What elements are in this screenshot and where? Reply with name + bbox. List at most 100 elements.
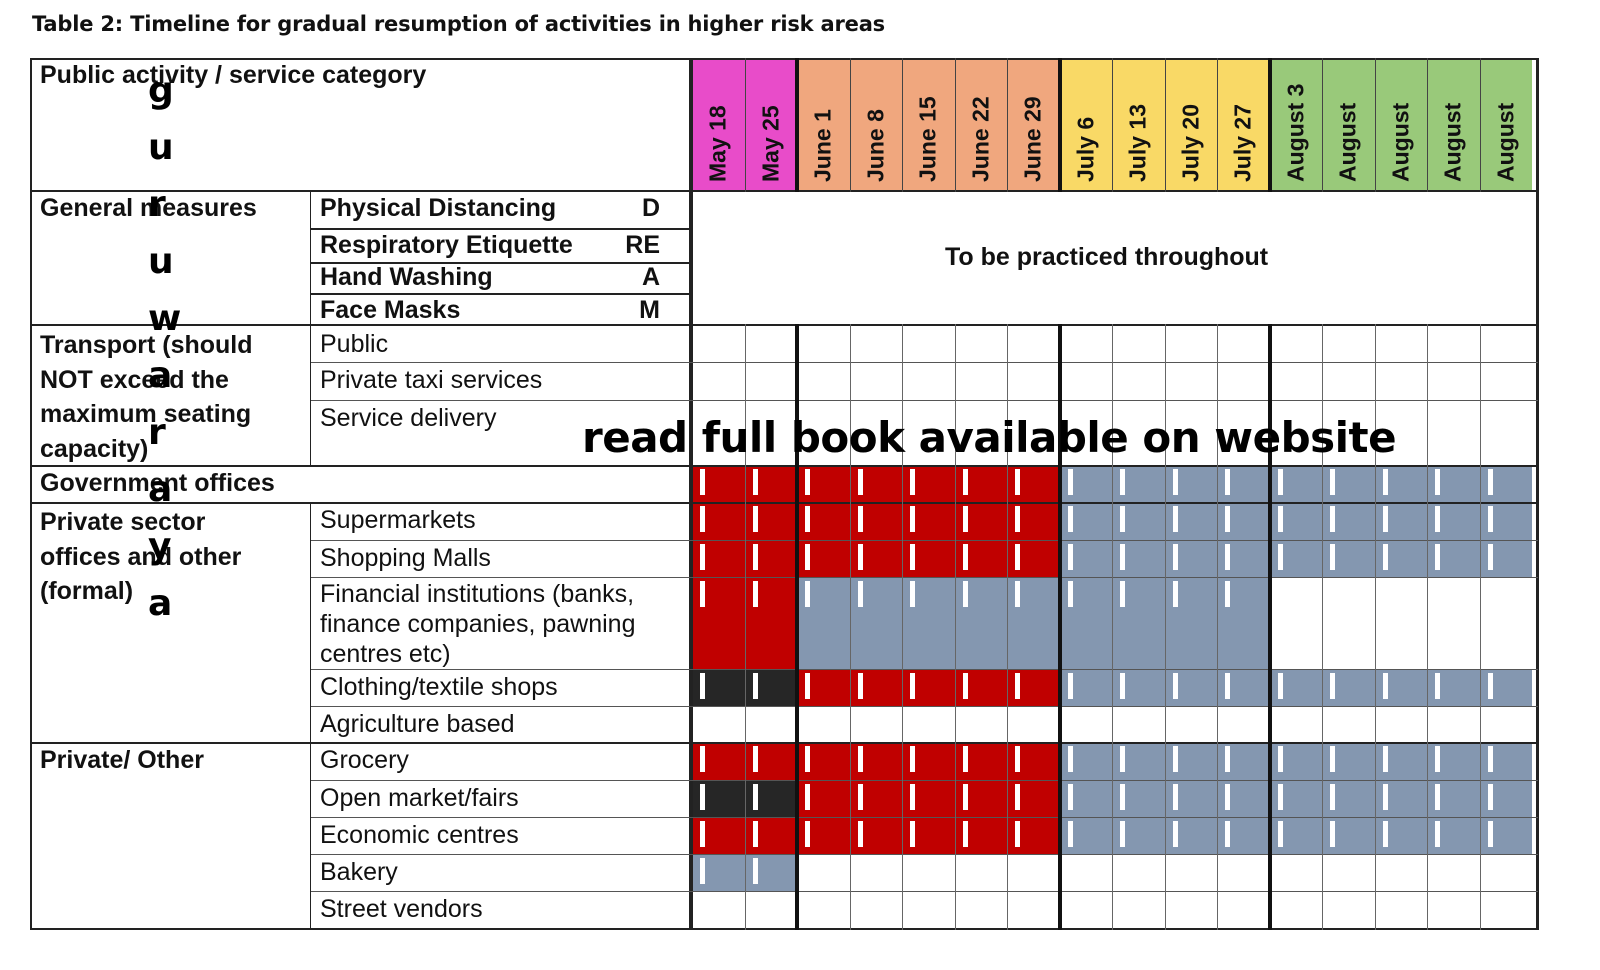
- row-label: Grocery: [320, 746, 409, 774]
- schedule-cell: [1112, 742, 1165, 780]
- header-column-divider: [849, 58, 851, 192]
- schedule-cell: [692, 817, 745, 854]
- schedule-cell: [1322, 817, 1375, 854]
- date-column-header: August 3: [1269, 60, 1322, 194]
- schedule-cell: [902, 780, 955, 817]
- schedule-cell: [1322, 780, 1375, 817]
- cell-tick-mark: [752, 544, 758, 570]
- schedule-cell: [692, 780, 745, 817]
- schedule-cell: [954, 540, 1007, 577]
- schedule-cell: [1217, 502, 1270, 540]
- cell-tick-mark: [700, 784, 705, 810]
- schedule-cell: [744, 742, 797, 780]
- schedule-cell: [797, 742, 850, 780]
- schedule-cell: [1479, 742, 1532, 780]
- table-border-left: [30, 58, 32, 930]
- schedule-cell: [1164, 669, 1217, 706]
- schedule-cell: [1164, 780, 1217, 817]
- row-label: Service delivery: [320, 404, 497, 432]
- header-column-divider: [795, 58, 799, 192]
- schedule-cell: [1479, 780, 1532, 817]
- schedule-cell: [849, 502, 902, 540]
- row-divider: [310, 780, 1538, 781]
- schedule-cell: [1217, 540, 1270, 577]
- header-column-divider: [954, 58, 956, 192]
- date-label: July 27: [1229, 104, 1256, 182]
- date-label: August: [1439, 102, 1466, 182]
- cell-tick-mark: [910, 821, 915, 847]
- group-government: Government offices: [40, 469, 275, 497]
- watermark-letter: a: [148, 583, 173, 624]
- header-column-divider: [1112, 58, 1113, 192]
- date-column-divider: [902, 324, 903, 930]
- cell-tick-mark: [805, 544, 810, 570]
- cell-tick-mark: [1487, 469, 1493, 495]
- row-label: Financial institutions (banks, finance c…: [320, 580, 636, 668]
- cell-tick-mark: [910, 784, 915, 810]
- date-column-divider: [1479, 324, 1481, 930]
- schedule-cell: [692, 465, 745, 502]
- table-border-top: [30, 58, 1538, 60]
- schedule-cell: [744, 577, 797, 669]
- schedule-cell: [1217, 780, 1270, 817]
- cell-tick-mark: [752, 784, 758, 810]
- watermark-letter: a: [148, 469, 173, 510]
- cell-tick-mark: [962, 544, 968, 570]
- group-private-sector: Private sector offices and other (formal…: [40, 508, 242, 605]
- cell-tick-mark: [1015, 544, 1020, 570]
- row-label: Public: [320, 330, 389, 358]
- watermark-letter: u: [148, 241, 174, 282]
- cell-tick-mark: [1225, 821, 1230, 847]
- table-caption: Table 2: Timeline for gradual resumption…: [32, 12, 885, 36]
- cell-tick-mark: [700, 506, 705, 532]
- schedule-cell: [1427, 502, 1480, 540]
- date-column-divider: [954, 324, 956, 930]
- schedule-cell: [1217, 817, 1270, 854]
- cell-tick-mark: [1382, 469, 1388, 495]
- category-header: Public activity / service category: [40, 61, 427, 89]
- row-divider: [310, 540, 1538, 541]
- schedule-cell: [1112, 669, 1165, 706]
- date-label: July 6: [1072, 116, 1099, 182]
- schedule-cell: [1427, 669, 1480, 706]
- date-column-header: August: [1479, 60, 1532, 194]
- cell-tick-mark: [1382, 544, 1388, 570]
- schedule-cell: [692, 577, 745, 669]
- date-column-divider: [1267, 324, 1272, 930]
- cell-tick-mark: [857, 581, 863, 607]
- schedule-cell: [1427, 465, 1480, 502]
- schedule-cell: [1269, 742, 1322, 780]
- header-column-divider: [1007, 58, 1008, 192]
- date-label: July 13: [1124, 104, 1151, 182]
- row-label: Supermarkets: [320, 506, 476, 534]
- schedule-cell: [1164, 502, 1217, 540]
- schedule-cell: [1374, 502, 1427, 540]
- cell-tick-mark: [1015, 469, 1020, 495]
- cell-tick-mark: [962, 746, 968, 772]
- cell-tick-mark: [752, 469, 758, 495]
- cell-tick-mark: [857, 673, 863, 699]
- schedule-cell: [692, 540, 745, 577]
- cell-tick-mark: [1435, 821, 1440, 847]
- header-column-divider: [1427, 58, 1428, 192]
- date-label: June 29: [1019, 96, 1046, 182]
- cell-tick-mark: [1330, 469, 1335, 495]
- schedule-cell: [744, 780, 797, 817]
- cell-tick-mark: [857, 746, 863, 772]
- row-label: Shopping Malls: [320, 544, 491, 572]
- header-column-divider: [1217, 58, 1218, 192]
- date-column-header: August: [1374, 60, 1427, 194]
- cell-tick-mark: [1435, 469, 1440, 495]
- measure-name: Respiratory Etiquette: [320, 231, 573, 259]
- cell-tick-mark: [1487, 544, 1493, 570]
- cell-tick-mark: [1330, 673, 1335, 699]
- measure-code: D: [641, 194, 660, 222]
- date-area-divider: [689, 58, 693, 930]
- date-column-divider: [1427, 324, 1428, 930]
- measure-name: Hand Washing: [320, 263, 493, 291]
- cell-tick-mark: [1277, 673, 1283, 699]
- schedule-cell: [1112, 502, 1165, 540]
- cell-tick-mark: [1172, 469, 1178, 495]
- header-column-divider: [1164, 58, 1166, 192]
- date-column-header: July 6: [1059, 60, 1112, 194]
